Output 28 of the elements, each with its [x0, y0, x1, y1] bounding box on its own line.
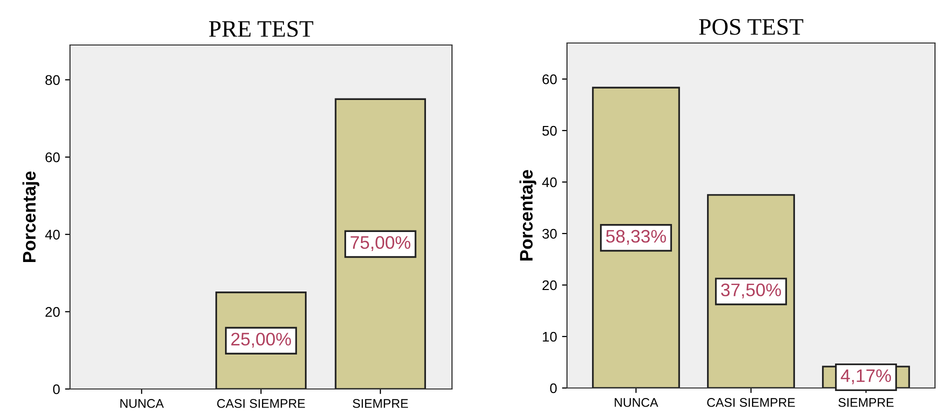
y-tick-label: 60	[46, 152, 60, 162]
y-tick-label: 20	[542, 280, 557, 290]
x-tick-label: NUNCA	[614, 398, 658, 407]
y-tick-label: 30	[542, 228, 557, 239]
x-tick-label: SIEMPRE	[352, 399, 408, 408]
y-tick-label: 60	[542, 74, 557, 84]
chart-title: PRE TEST	[209, 21, 314, 37]
y-tick-label: 50	[542, 126, 557, 136]
chart-title: POS TEST	[699, 19, 804, 35]
data-label: 58,33%	[606, 230, 666, 245]
x-tick-label: CASI SIEMPRE	[217, 399, 305, 408]
data-label: 37,50%	[721, 284, 781, 298]
bar	[592, 86, 680, 388]
y-tick-label: 0	[550, 383, 557, 394]
data-label: 25,00%	[231, 332, 291, 348]
x-tick-label: CASI SIEMPRE	[707, 398, 795, 407]
y-tick-label: 20	[46, 307, 60, 317]
y-tick-label: 80	[45, 75, 60, 85]
y-tick-label: 0	[53, 384, 60, 394]
data-label: 4,17%	[840, 369, 891, 384]
y-axis-title: Porcentaje	[519, 170, 536, 260]
y-tick-label: 40	[45, 230, 60, 240]
x-tick-label: NUNCA	[120, 399, 164, 408]
y-tick-label: 40	[542, 177, 557, 188]
y-tick-label: 10	[542, 332, 557, 342]
y-axis-title: Porcentaje	[22, 171, 40, 262]
x-tick-label: SIEMPRE	[838, 398, 894, 407]
data-label: 75,00%	[350, 236, 410, 252]
